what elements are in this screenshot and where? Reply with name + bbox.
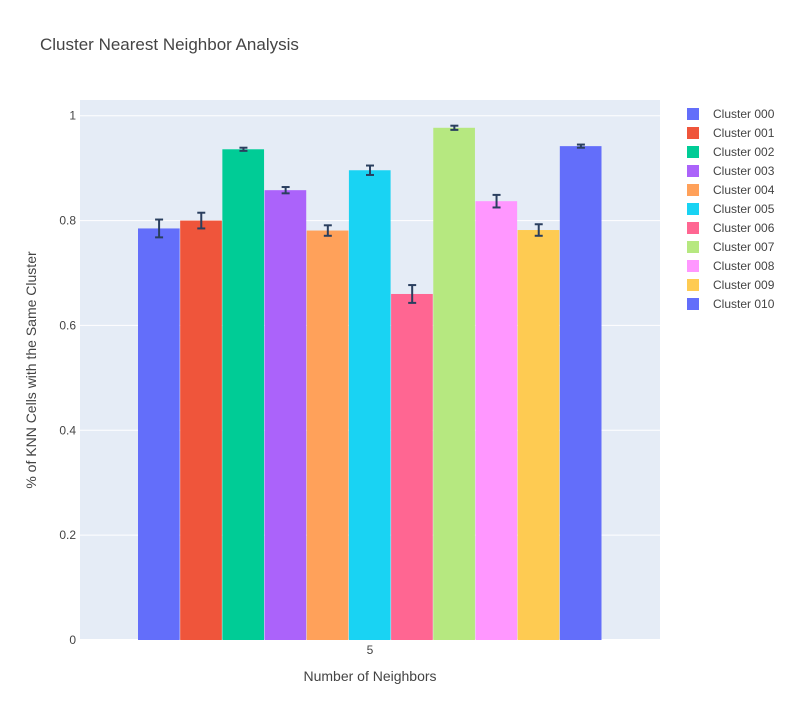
legend-label: Cluster 008 [713,259,775,273]
bar-cluster-003[interactable] [264,190,307,641]
legend-label: Cluster 001 [713,126,775,140]
bar-cluster-005[interactable] [348,170,391,640]
y-axis-title: % of KNN Cells with the Same Cluster [23,251,39,489]
legend-swatch [687,165,699,177]
legend-item[interactable]: Cluster 003 [687,164,775,178]
bar-cluster-000[interactable] [138,228,180,641]
y-tick-label: 0.4 [59,423,76,437]
legend-swatch [687,241,699,253]
bar-cluster-002[interactable] [222,149,265,640]
bar-cluster-007[interactable] [433,127,475,641]
x-tick-label: 5 [367,643,374,657]
legend-item[interactable]: Cluster 008 [687,259,775,273]
bar-cluster-010[interactable] [559,146,602,640]
y-axis-ticks: 0 0.2 0.4 0.6 0.8 1 [59,109,76,647]
y-tick-label: 0 [69,633,76,647]
legend-label: Cluster 005 [713,202,775,216]
legend-swatch [687,146,699,158]
x-axis-ticks: 5 [367,643,374,657]
legend-label: Cluster 004 [713,183,775,197]
legend-label: Cluster 002 [713,145,775,159]
legend-swatch [687,298,699,310]
legend-item[interactable]: Cluster 010 [687,297,775,311]
legend-swatch [687,108,699,120]
legend-item[interactable]: Cluster 007 [687,240,775,254]
legend-item[interactable]: Cluster 001 [687,126,775,140]
legend-swatch [687,279,699,291]
legend-swatch [687,127,699,139]
legend-label: Cluster 009 [713,278,775,292]
x-axis-title: Number of Neighbors [303,668,436,684]
legend-swatch [687,222,699,234]
bars [138,127,602,641]
legend-item[interactable]: Cluster 006 [687,221,775,235]
bar-cluster-006[interactable] [391,293,433,640]
legend[interactable]: Cluster 000 Cluster 001 Cluster 002 Cluster… [687,107,775,311]
legend-item[interactable]: Cluster 004 [687,183,775,197]
y-tick-label: 0.6 [59,318,76,332]
legend-swatch [687,203,699,215]
legend-item[interactable]: Cluster 000 [687,107,775,121]
legend-label: Cluster 006 [713,221,775,235]
legend-item[interactable]: Cluster 002 [687,145,775,159]
legend-swatch [687,260,699,272]
legend-label: Cluster 003 [713,164,775,178]
bar-cluster-004[interactable] [306,230,349,640]
legend-label: Cluster 007 [713,240,775,254]
legend-swatch [687,184,699,196]
y-tick-label: 1 [69,109,76,123]
legend-item[interactable]: Cluster 009 [687,278,775,292]
bar-cluster-009[interactable] [517,230,560,641]
legend-label: Cluster 000 [713,107,775,121]
y-tick-label: 0.8 [59,214,76,228]
error-bars [155,124,585,304]
bar-cluster-008[interactable] [475,201,518,641]
legend-label: Cluster 010 [713,297,775,311]
y-tick-label: 0.2 [59,528,76,542]
bar-cluster-001[interactable] [180,220,222,640]
chart-title: Cluster Nearest Neighbor Analysis [40,35,299,54]
legend-item[interactable]: Cluster 005 [687,202,775,216]
